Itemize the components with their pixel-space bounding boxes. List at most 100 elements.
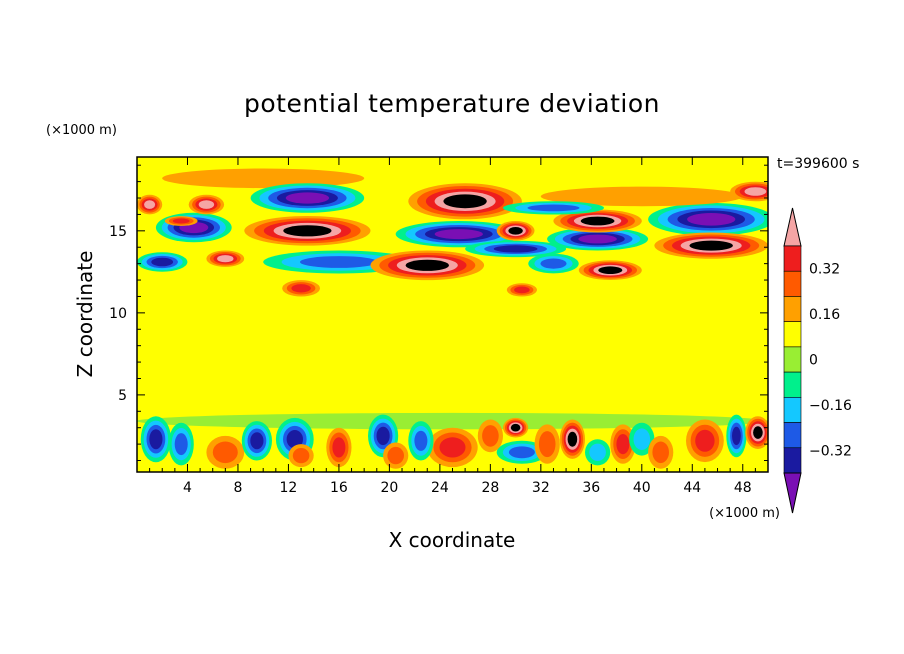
contour-cell (559, 419, 586, 459)
contour-cell (540, 186, 743, 207)
contour-cell (578, 260, 642, 281)
contour-level (589, 443, 606, 461)
contour-cell (408, 183, 522, 220)
contour-cell (427, 427, 478, 468)
contour-level (439, 437, 466, 458)
contour-level (291, 284, 311, 293)
colorbar-label: −0.32 (809, 443, 852, 459)
contour-level (732, 426, 741, 446)
colorbar-segment (783, 296, 802, 322)
x-tick-label: 36 (582, 480, 600, 496)
contour-level (508, 446, 535, 459)
plot-frame (136, 156, 769, 473)
contour-level (174, 433, 188, 456)
x-tick-label: 4 (183, 480, 192, 496)
contour-level (527, 204, 580, 212)
contour-level (695, 429, 715, 452)
contour-level (687, 213, 736, 226)
colorbar-segment (783, 447, 802, 474)
contour-cell (496, 440, 548, 464)
colorbar-label: 0.16 (809, 307, 840, 323)
contour-cell (503, 201, 604, 215)
contour-cell (137, 194, 163, 215)
colorbar-segment (783, 397, 802, 423)
colorbar-segment (783, 346, 802, 373)
contour-cell (395, 221, 522, 248)
contour-cell (244, 216, 371, 246)
contour-level (540, 186, 743, 207)
x-tick-label: 20 (380, 480, 398, 496)
x-tick-label: 24 (431, 480, 449, 496)
contour-cell (726, 414, 747, 458)
contour-level (217, 255, 234, 263)
contour-level (200, 304, 705, 387)
contour-cell (477, 419, 503, 453)
contour-level (567, 431, 578, 447)
x-tick-label: 44 (683, 480, 701, 496)
contour-cell (282, 280, 320, 297)
colorbar-label: −0.16 (809, 398, 852, 414)
contour-level (616, 434, 630, 455)
contour-cell (250, 183, 365, 213)
colorbar-label: 0 (809, 353, 818, 369)
contour-cell (654, 232, 768, 259)
contour-cell (408, 421, 434, 461)
contour-cell (502, 417, 529, 438)
x-tick-label: 12 (280, 480, 298, 496)
contour-level (300, 256, 378, 268)
contour-level (151, 257, 174, 267)
contour-level (514, 286, 530, 294)
contour-level (482, 425, 499, 447)
contour-level (283, 225, 332, 237)
contour-cell (370, 250, 485, 281)
contour-cell (585, 439, 611, 466)
contour-cell (326, 427, 352, 468)
contour-level (332, 437, 346, 458)
contour-cell (174, 285, 352, 325)
contour-cell (506, 283, 537, 297)
contour-cell (137, 252, 188, 272)
contour-cell (496, 221, 535, 241)
contour-level (580, 216, 615, 226)
colorbar-segment (783, 245, 802, 272)
contour-level (578, 234, 617, 244)
contour-level (162, 168, 365, 189)
contour-cell (206, 250, 245, 267)
x-tick-label: 40 (633, 480, 651, 496)
y-axis-unit: (×1000 m) (46, 123, 117, 138)
contour-cell (648, 435, 674, 469)
y-tick-label: 5 (118, 388, 127, 404)
contour-cell (465, 240, 567, 258)
contour-level (212, 441, 238, 464)
contour-level (292, 448, 310, 464)
contour-cell (288, 444, 314, 468)
contour-cell (553, 209, 642, 233)
x-tick-label: 8 (233, 480, 242, 496)
x-axis-label: X coordinate (389, 528, 516, 552)
contour-level (285, 192, 330, 204)
contour-level (540, 258, 567, 269)
colorbar-segment (783, 270, 802, 297)
colorbar-label: 0.32 (809, 262, 840, 278)
contour-level (149, 429, 163, 450)
contour-cell (137, 412, 768, 430)
contour-level (689, 240, 733, 251)
y-tick-label: 10 (109, 306, 127, 322)
x-axis-unit: (×1000 m) (709, 506, 780, 521)
contour-level (405, 259, 449, 271)
contour-cell (200, 304, 705, 387)
contour-level (250, 432, 264, 450)
contour-level (198, 200, 215, 209)
contour-level (538, 431, 556, 458)
contour-level (508, 227, 523, 235)
contour-cell (547, 227, 649, 251)
contour-cell (534, 424, 560, 464)
x-tick-label: 16 (330, 480, 348, 496)
contour-level (144, 200, 156, 209)
contour-cell (648, 202, 768, 236)
colorbar-segment (783, 371, 802, 398)
colorbar-extend-low (783, 472, 802, 514)
contour-cell (164, 216, 198, 226)
contour-cell (155, 212, 232, 243)
